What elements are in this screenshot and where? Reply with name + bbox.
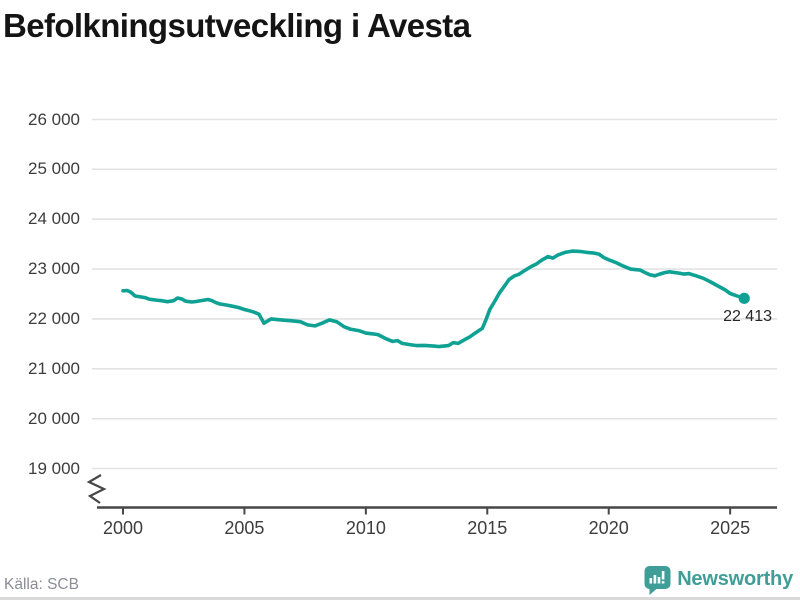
y-tick-label: 23 000 xyxy=(28,259,80,279)
x-tick-label: 2025 xyxy=(710,518,751,538)
x-tick-label: 2020 xyxy=(588,518,629,538)
newsworthy-logo-text: Newsworthy xyxy=(677,568,793,590)
y-tick-label: 24 000 xyxy=(28,209,80,229)
bottom-border xyxy=(0,597,800,600)
x-tick-label: 2015 xyxy=(467,518,508,538)
newsworthy-logo-icon xyxy=(644,566,671,595)
y-tick-label: 21 000 xyxy=(28,358,80,378)
axis-break-icon xyxy=(86,474,107,504)
latest-value-dot xyxy=(738,292,750,304)
y-tick-label: 22 000 xyxy=(28,308,80,328)
y-tick-label: 20 000 xyxy=(28,408,80,428)
x-tick-label: 2010 xyxy=(345,518,386,538)
x-axis-ticks xyxy=(122,507,732,515)
x-tick-label: 2005 xyxy=(224,518,265,538)
y-tick-label: 26 000 xyxy=(28,109,80,129)
y-tick-label: 25 000 xyxy=(28,159,80,179)
population-line xyxy=(121,249,747,349)
source-note: Källa: SCB xyxy=(4,576,79,593)
chart-title: Befolkningsutveckling i Avesta xyxy=(3,7,471,44)
y-tick-label: 19 000 xyxy=(28,458,80,478)
latest-value-label: 22 413 xyxy=(723,308,772,325)
x-tick-label: 2000 xyxy=(102,518,144,538)
newsworthy-logo: Newsworthy xyxy=(643,564,793,595)
gridlines xyxy=(92,118,777,470)
